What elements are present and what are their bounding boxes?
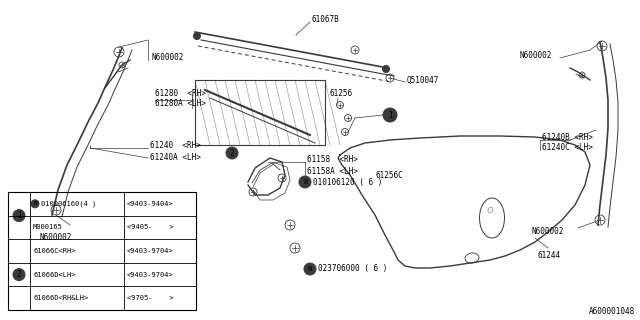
Text: 1: 1 bbox=[17, 211, 21, 220]
Text: 61240C <LH>: 61240C <LH> bbox=[542, 143, 593, 153]
Text: 61066D<RH&LH>: 61066D<RH&LH> bbox=[33, 295, 88, 301]
Text: 2: 2 bbox=[230, 148, 234, 157]
Text: 61067B: 61067B bbox=[312, 15, 340, 25]
Circle shape bbox=[383, 66, 390, 73]
Circle shape bbox=[13, 210, 25, 221]
Text: 61240  <RH>: 61240 <RH> bbox=[150, 141, 201, 150]
Text: N600002: N600002 bbox=[152, 53, 184, 62]
Bar bbox=[195, 80, 325, 145]
Text: 61066C<RH>: 61066C<RH> bbox=[33, 248, 76, 254]
Text: 61066D<LH>: 61066D<LH> bbox=[33, 272, 76, 278]
Text: <9403-9704>: <9403-9704> bbox=[127, 248, 173, 254]
Circle shape bbox=[193, 33, 200, 39]
Text: 023706000 ( 6 ): 023706000 ( 6 ) bbox=[318, 265, 387, 274]
Circle shape bbox=[304, 263, 316, 275]
Circle shape bbox=[299, 176, 311, 188]
Circle shape bbox=[383, 108, 397, 122]
Text: 61256C: 61256C bbox=[375, 171, 403, 180]
Text: A600001048: A600001048 bbox=[589, 307, 635, 316]
Text: 2: 2 bbox=[17, 270, 21, 279]
Text: 61256: 61256 bbox=[330, 89, 353, 98]
Circle shape bbox=[31, 200, 39, 208]
Text: 61244: 61244 bbox=[537, 251, 560, 260]
Text: 61240A <LH>: 61240A <LH> bbox=[150, 153, 201, 162]
Text: 61158A <LH>: 61158A <LH> bbox=[307, 166, 358, 175]
Text: <9405-    >: <9405- > bbox=[127, 224, 173, 230]
Text: 61280  <RH>: 61280 <RH> bbox=[155, 90, 206, 99]
Text: B: B bbox=[33, 201, 37, 206]
Text: 61280A <LH>: 61280A <LH> bbox=[155, 100, 206, 108]
Text: <9705-    >: <9705- > bbox=[127, 295, 173, 301]
Text: N600002: N600002 bbox=[520, 51, 552, 60]
Text: N600002: N600002 bbox=[532, 228, 564, 236]
Text: <9403-9404>: <9403-9404> bbox=[127, 201, 173, 207]
Text: 010006160(4 ): 010006160(4 ) bbox=[41, 201, 96, 207]
Text: 61240B <RH>: 61240B <RH> bbox=[542, 132, 593, 141]
Text: 1: 1 bbox=[388, 110, 392, 119]
Text: 61158  <RH>: 61158 <RH> bbox=[307, 156, 358, 164]
Text: N: N bbox=[308, 266, 312, 272]
Text: N600002: N600002 bbox=[40, 233, 72, 242]
Text: Q510047: Q510047 bbox=[407, 76, 440, 84]
Text: <9403-9704>: <9403-9704> bbox=[127, 272, 173, 278]
Text: o: o bbox=[486, 205, 493, 215]
Text: B: B bbox=[303, 179, 307, 185]
Bar bbox=[8, 192, 196, 310]
Text: 010106120 ( 6 ): 010106120 ( 6 ) bbox=[313, 178, 382, 187]
Text: M000165: M000165 bbox=[33, 224, 63, 230]
Circle shape bbox=[226, 147, 238, 159]
Circle shape bbox=[13, 268, 25, 281]
